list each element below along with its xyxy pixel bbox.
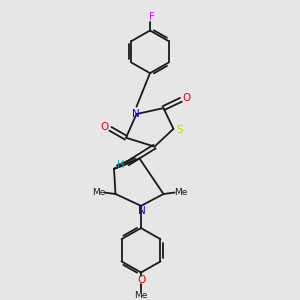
Text: N: N [138, 206, 146, 216]
Text: N: N [132, 109, 140, 119]
Text: O: O [182, 93, 190, 103]
Text: F: F [148, 13, 154, 22]
Text: Me: Me [92, 188, 105, 197]
Text: O: O [137, 275, 145, 286]
Text: H: H [117, 160, 124, 170]
Text: Me: Me [174, 188, 187, 197]
Text: O: O [100, 122, 109, 132]
Text: Me: Me [134, 291, 148, 300]
Text: S: S [177, 125, 183, 135]
